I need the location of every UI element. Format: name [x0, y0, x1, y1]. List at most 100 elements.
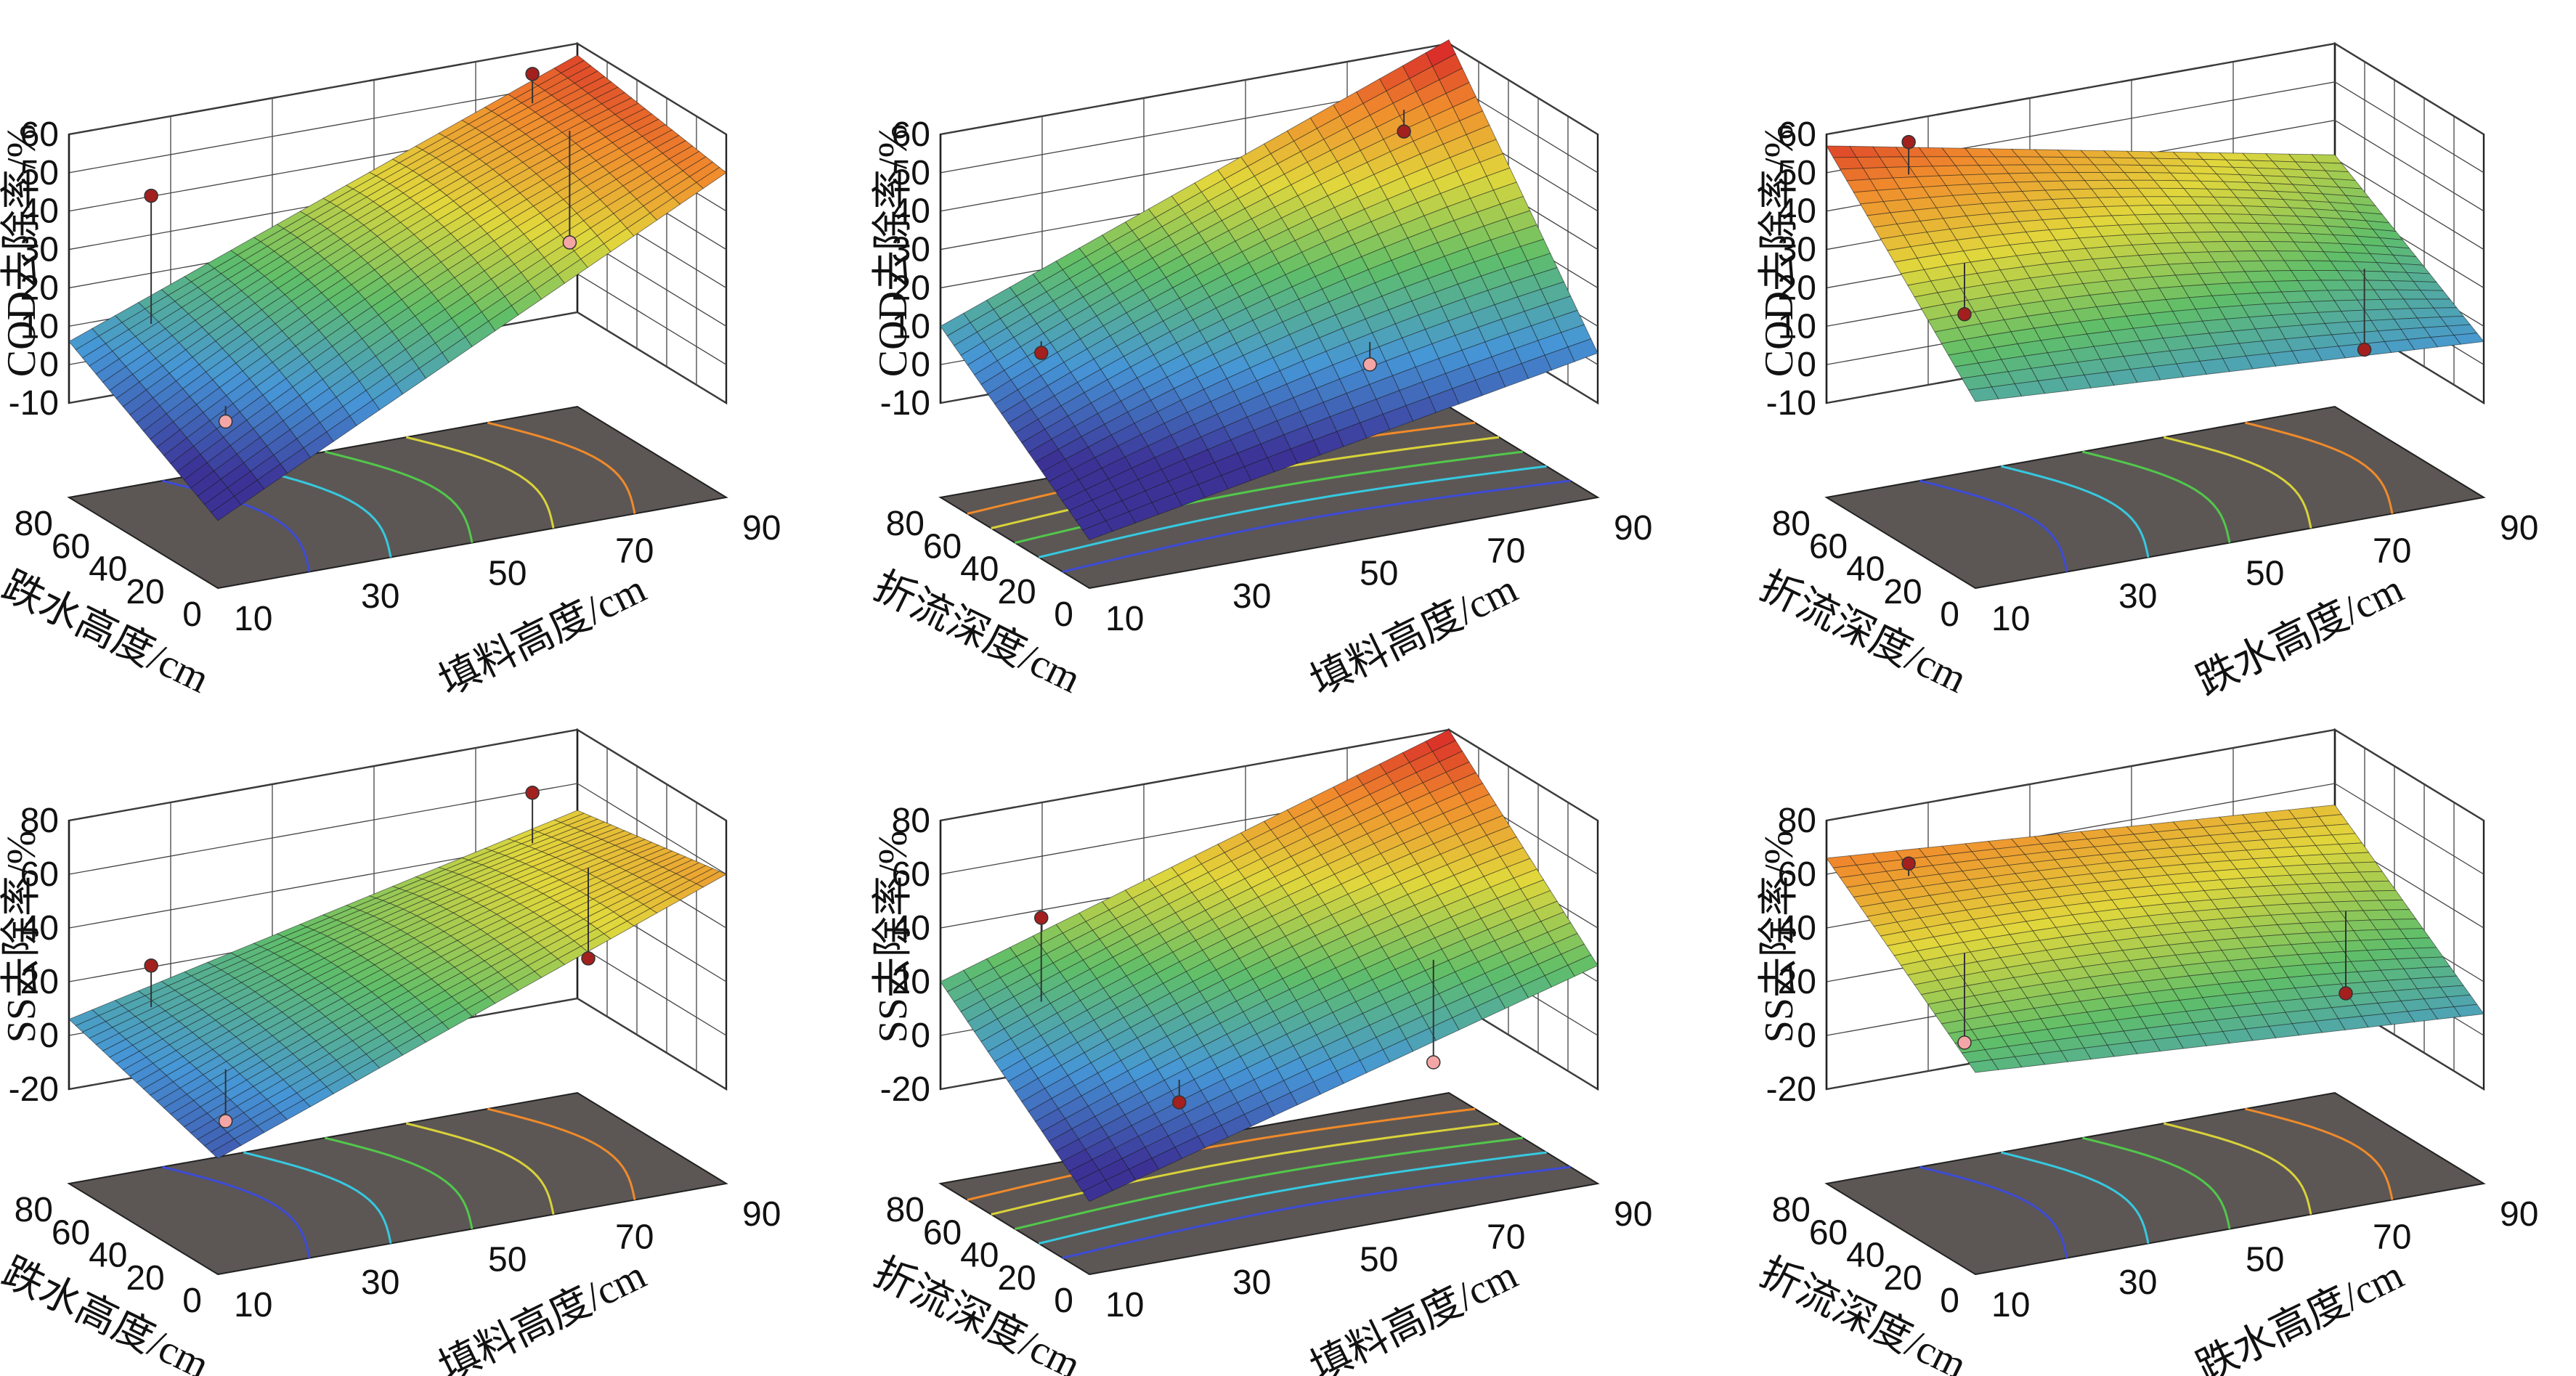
surface-plot: -20020406080SS去除率/%1030507090填料高度/cm0204… [866, 728, 1652, 1376]
design-point-marker [1957, 1035, 1972, 1050]
z-tick-label: 60 [892, 855, 930, 894]
y-tick-label: 20 [126, 1259, 164, 1298]
design-points [144, 67, 577, 429]
floor-contours [967, 1107, 1571, 1259]
z-tick-label: -10 [9, 384, 59, 423]
contour-floor [1824, 1091, 2486, 1276]
floor-contours [1919, 1107, 2394, 1258]
z-tick-label: 60 [20, 855, 59, 894]
y-tick-label: 60 [52, 527, 90, 566]
x-axis-label: 填料高度/cm [1304, 1253, 1524, 1376]
floor-contours [161, 1107, 636, 1258]
x-tick-label: 90 [1614, 1195, 1652, 1234]
z-axis-label: COD去除率/% [1757, 124, 1802, 377]
y-tick-label: 80 [886, 505, 925, 543]
design-point-marker [562, 235, 577, 250]
x-tick-label: 10 [234, 600, 272, 638]
x-axis-ticks: 10 30 50 70 90 [1105, 1195, 1652, 1324]
x-tick-label: 90 [2500, 509, 2538, 547]
floor-contours [1919, 421, 2394, 572]
z-tick-label: 60 [892, 115, 930, 154]
z-tick-label: -10 [1766, 384, 1816, 423]
y-tick-label: 0 [1054, 1282, 1073, 1320]
z-axis-label: COD去除率/% [0, 124, 44, 377]
z-tick-label: 40 [1778, 192, 1816, 231]
z-axis-ticks: -20 0 20 40 60 80 [880, 802, 930, 1109]
design-point-marker [2357, 342, 2372, 357]
z-tick-label: 40 [20, 192, 59, 231]
x-tick-label: 70 [615, 1218, 654, 1256]
surface-plot: -100102030405060COD去除率/%1030507090填料高度/c… [0, 41, 781, 704]
x-tick-label: 30 [1232, 577, 1271, 616]
z-tick-label: 10 [892, 307, 930, 346]
y-tick-label: 0 [182, 595, 202, 634]
response-surface [68, 810, 728, 1159]
z-tick-label: 0 [1797, 346, 1816, 384]
y-tick-label: 80 [15, 505, 53, 543]
x-axis-ticks: 10 30 50 70 90 [1991, 1195, 2538, 1324]
z-tick-label: -10 [880, 384, 930, 423]
contour-floor [67, 405, 728, 590]
y-tick-label: 80 [1772, 505, 1811, 543]
z-tick-label: 40 [1778, 909, 1816, 948]
surface-plot: -20020406080SS去除率/%1030507090填料高度/cm0204… [0, 728, 781, 1376]
chart-cod-packing-vs-baffle: -10 0 10 20 30 40 50 60 COD去除率/% 10 30 50 70 90 填料高度/c… [866, 0, 1728, 704]
z-tick-label: 0 [39, 1017, 59, 1055]
y-tick-label: 80 [1772, 1191, 1811, 1229]
x-tick-label: 50 [2246, 555, 2284, 593]
x-tick-label: 30 [2118, 577, 2157, 616]
y-tick-label: 40 [960, 1237, 999, 1275]
y-tick-label: 60 [923, 527, 962, 566]
y-tick-label: 60 [1809, 527, 1848, 566]
design-point-marker [525, 786, 540, 800]
surface-plot: -100102030405060COD去除率/%1030507090跌水高度/c… [1752, 41, 2538, 704]
response-surface [68, 54, 727, 521]
x-tick-label: 90 [2500, 1195, 2538, 1234]
z-axis-label: SS去除率/% [1757, 831, 1802, 1043]
x-tick-label: 10 [1991, 600, 2030, 638]
y-tick-label: 0 [1054, 595, 1073, 634]
z-axis-ticks: -20 0 20 40 60 80 [1766, 802, 1816, 1109]
y-tick-label: 0 [182, 1282, 202, 1320]
x-axis-ticks: 10 30 50 70 90 [1105, 509, 1652, 638]
x-tick-label: 50 [488, 555, 527, 593]
chart-cod-packing-vs-drop: -10 0 10 20 30 40 50 60 COD去除率/% 10 30 50 70 90 填料高度/c… [0, 0, 857, 704]
z-tick-label: 80 [892, 802, 930, 840]
z-tick-label: 40 [892, 192, 930, 231]
z-axis-ticks: -20 0 20 40 60 80 [9, 802, 59, 1109]
design-point-marker [1901, 856, 1916, 871]
y-tick-label: 40 [1846, 1237, 1885, 1275]
y-tick-label: 0 [1940, 595, 1959, 634]
contour-floor [938, 1091, 1600, 1276]
z-axis-label: SS去除率/% [871, 831, 916, 1043]
z-tick-label: 0 [911, 1017, 930, 1055]
z-tick-label: 50 [20, 154, 59, 192]
surface-plot: -100102030405060COD去除率/%1030507090填料高度/c… [866, 39, 1652, 704]
x-tick-label: 30 [1232, 1263, 1271, 1302]
chart-ss-drop-vs-baffle: -20 0 20 40 60 80 SS去除率/% 10 30 50 70 90 跌水高度/cm 0 20 4… [1752, 686, 2576, 1376]
response-surface [940, 39, 1598, 540]
z-tick-label: 50 [892, 154, 930, 192]
x-axis-ticks: 10 30 50 70 90 [234, 509, 781, 638]
response-surface [1826, 145, 2484, 402]
y-tick-label: 60 [1809, 1213, 1848, 1252]
x-tick-label: 70 [1487, 1218, 1525, 1256]
contour-floor [67, 1091, 728, 1276]
x-tick-label: 30 [2118, 1263, 2157, 1302]
z-tick-label: 10 [1778, 307, 1816, 346]
x-axis-label: 跌水高度/cm [2190, 1253, 2410, 1376]
x-axis-label: 跌水高度/cm [2190, 566, 2410, 705]
z-tick-label: 20 [1778, 269, 1816, 307]
y-tick-label: 20 [997, 1259, 1036, 1298]
contour-floor [1824, 405, 2486, 590]
y-tick-label: 20 [1883, 1259, 1922, 1298]
design-point-marker [1172, 1095, 1187, 1110]
design-points [1901, 856, 2353, 1050]
